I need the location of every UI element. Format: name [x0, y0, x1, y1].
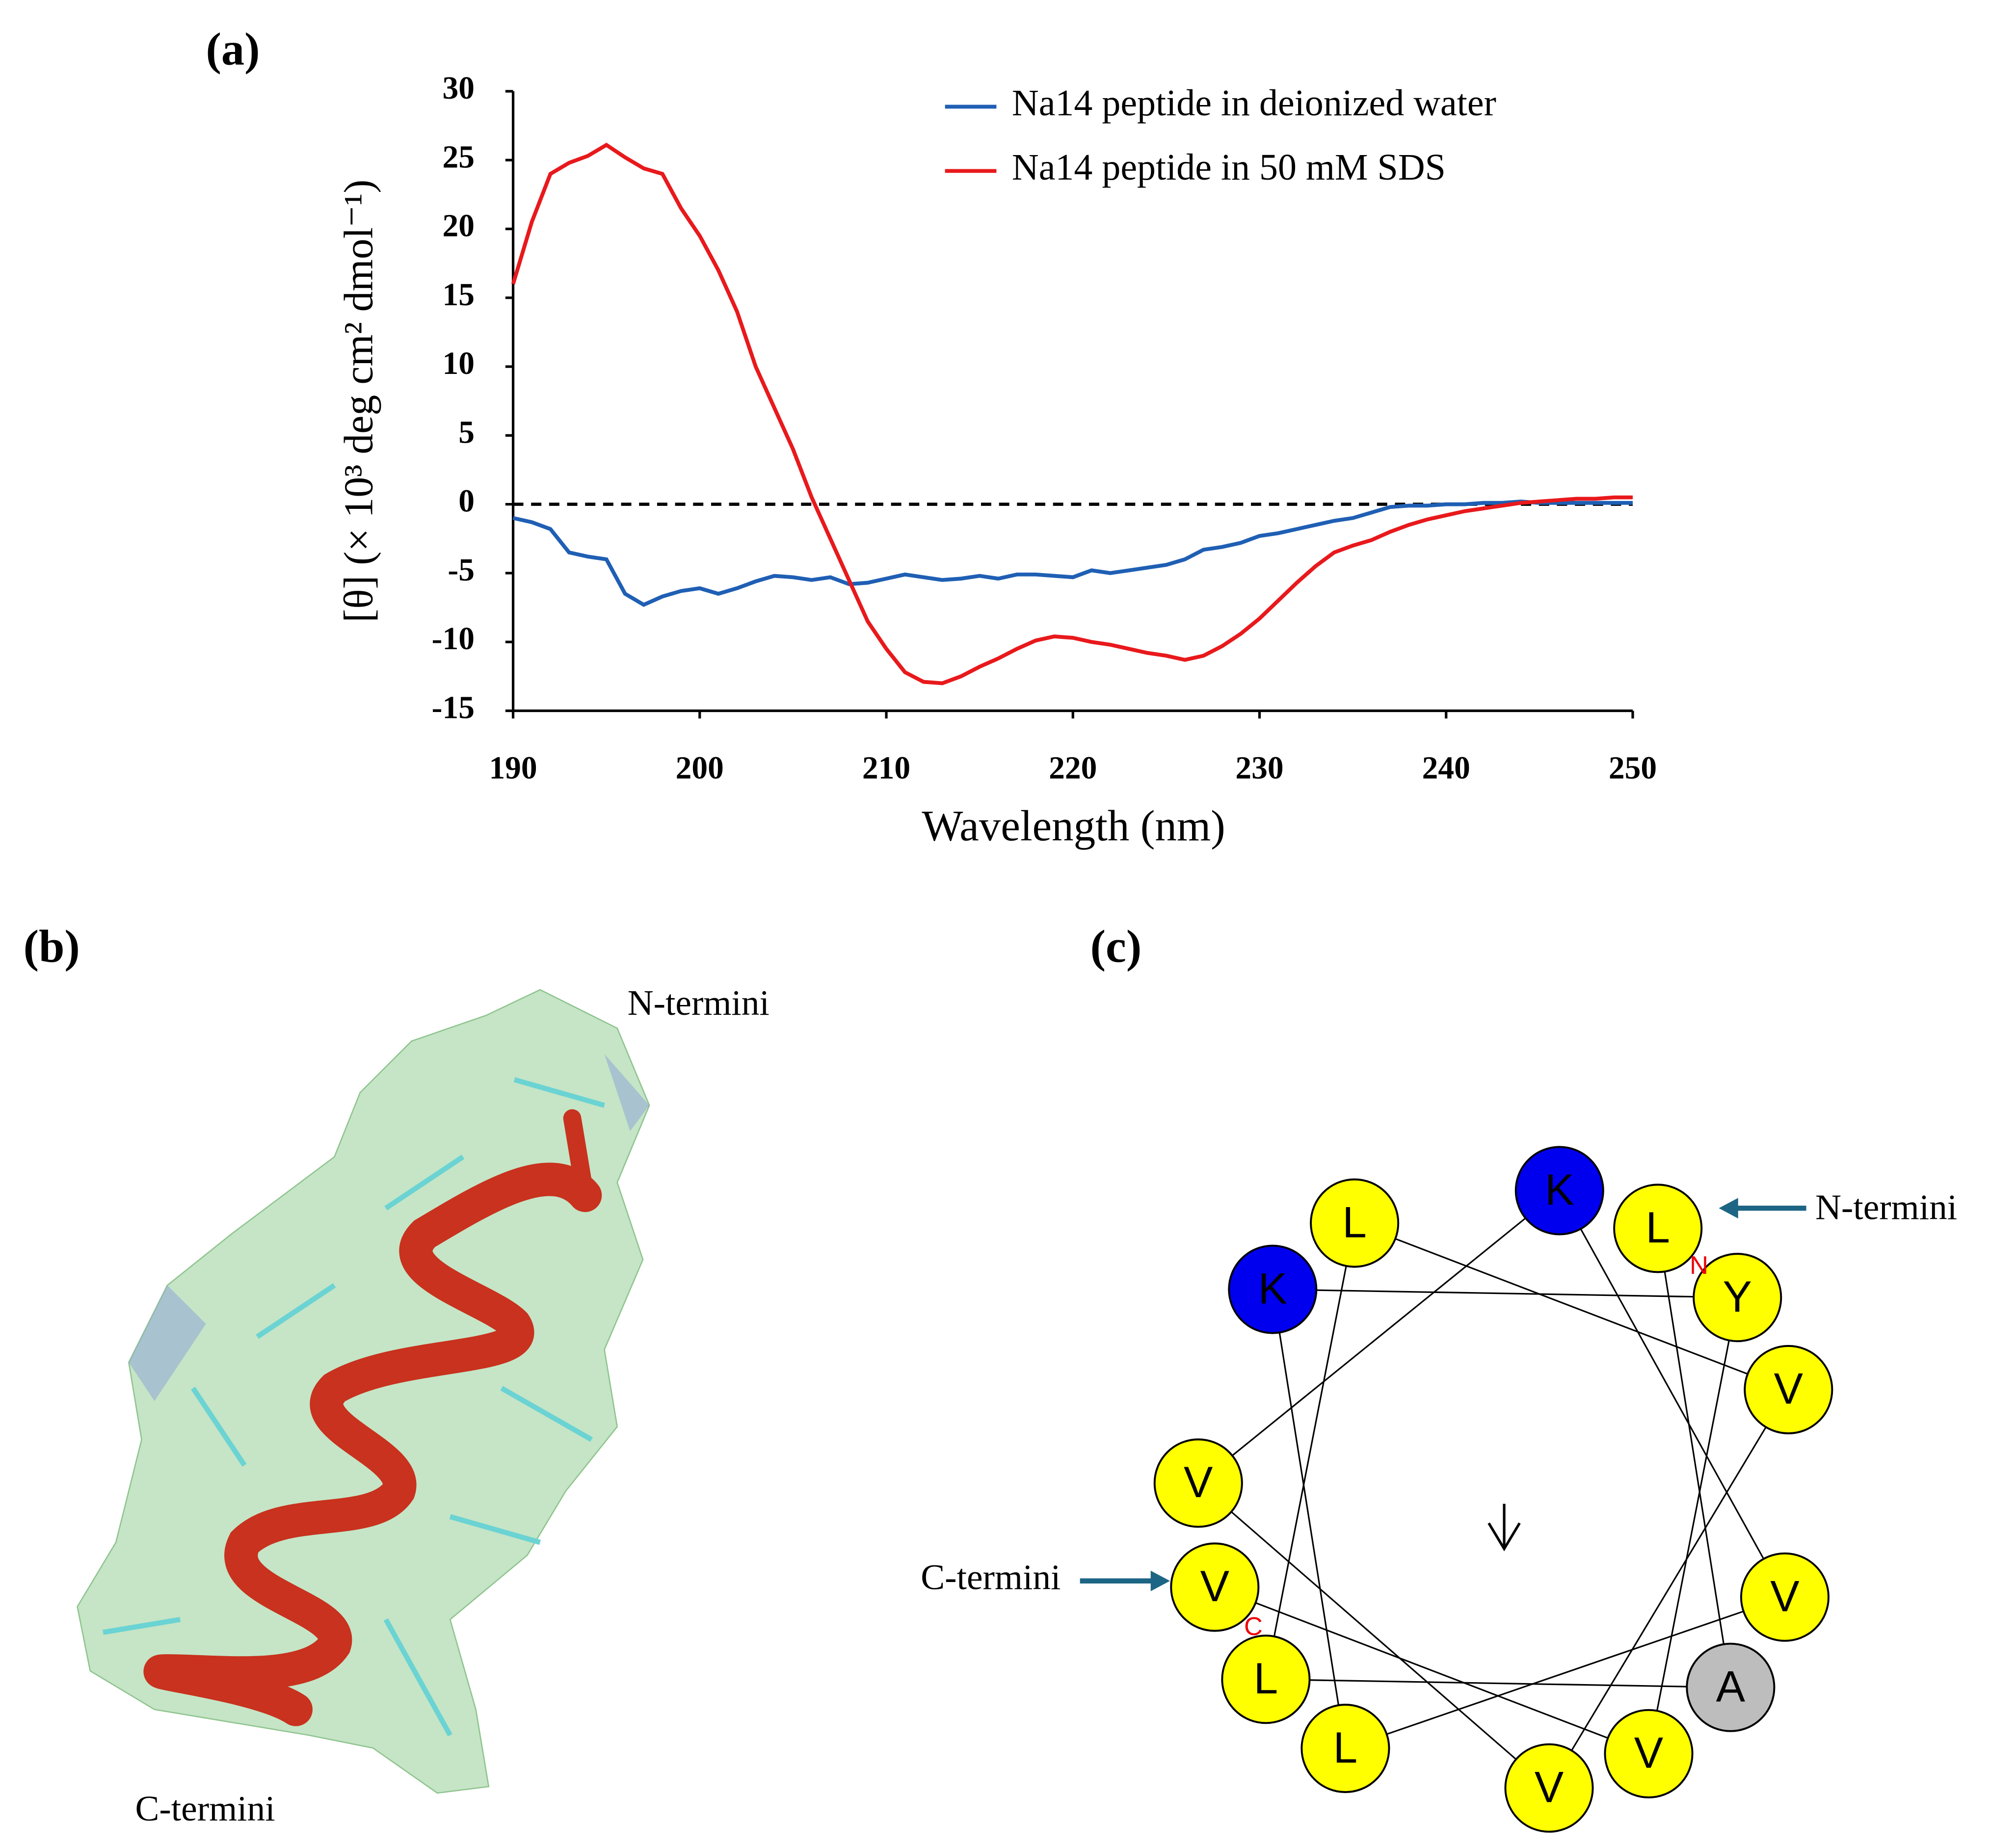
- residue-label: K: [1545, 1165, 1574, 1214]
- residue: [1744, 1345, 1833, 1434]
- residue: [1300, 1704, 1390, 1794]
- y-tick-label: 0: [458, 484, 475, 519]
- c-arrow-head: [1150, 1570, 1170, 1591]
- c-marker: C: [1244, 1612, 1263, 1641]
- y-tick-label: 5: [458, 415, 475, 450]
- residue: [1170, 1542, 1260, 1632]
- wheel-bond: [1214, 1586, 1649, 1755]
- y-tick-label: 15: [443, 277, 475, 313]
- x-tick-label: 250: [1609, 751, 1657, 786]
- residue: [1686, 1642, 1776, 1732]
- residue: [1504, 1743, 1594, 1833]
- residue-label: L: [1254, 1654, 1278, 1703]
- wheel-bond: [1272, 1289, 1347, 1749]
- structure-image: [77, 989, 650, 1794]
- x-tick-label: 230: [1235, 751, 1283, 786]
- residue-label: A: [1716, 1662, 1746, 1711]
- x-tick-label: 200: [676, 751, 724, 786]
- n-arrow-head: [1719, 1198, 1738, 1219]
- wheel-bond: [1354, 1222, 1789, 1391]
- residue: [1221, 1635, 1311, 1724]
- residue: [1153, 1438, 1243, 1528]
- residue: [1613, 1184, 1703, 1273]
- wheel-bond: [1265, 1223, 1355, 1680]
- wheel-bond: [1657, 1228, 1731, 1688]
- panel-label: (c): [1090, 921, 1142, 972]
- y-tick-label: 30: [443, 71, 475, 106]
- residue: [1693, 1253, 1782, 1343]
- y-tick-label: -10: [432, 621, 475, 657]
- residue-label: V: [1184, 1457, 1213, 1506]
- wheel-bond: [1647, 1297, 1738, 1754]
- residue-label: L: [1645, 1203, 1670, 1252]
- wheel-c-label: C-termini: [921, 1557, 1061, 1597]
- y-tick-label: 25: [443, 139, 475, 175]
- residue: [1228, 1244, 1318, 1334]
- c-termini-label: C-termini: [135, 1789, 275, 1828]
- x-tick-label: 210: [862, 751, 910, 786]
- n-termini-label: N-termini: [628, 983, 769, 1023]
- residue-label: V: [1535, 1763, 1564, 1812]
- y-axis-label: [θ] (× 10³ deg cm² dmol⁻¹): [336, 180, 381, 623]
- residue: [1514, 1146, 1604, 1236]
- moment-arrow: [1487, 1504, 1521, 1552]
- series-line: [511, 142, 1633, 686]
- wheel-bond: [1559, 1190, 1786, 1598]
- wheel-bond: [1266, 1678, 1731, 1689]
- residue: [1604, 1709, 1694, 1798]
- residue-label: V: [1200, 1561, 1229, 1610]
- y-tick-label: -5: [448, 553, 475, 588]
- y-tick-label: 20: [443, 209, 475, 244]
- x-tick-label: 220: [1049, 751, 1097, 786]
- series-line: [512, 500, 1633, 607]
- wheel-bond: [1548, 1389, 1789, 1789]
- legend-label: Na14 peptide in 50 mM SDS: [1012, 147, 1446, 188]
- wheel-bond: [1273, 1289, 1738, 1298]
- y-tick-label: -15: [432, 690, 475, 726]
- panel-label: (b): [24, 921, 80, 972]
- residue-label: V: [1770, 1572, 1799, 1621]
- x-tick-label: 190: [489, 751, 537, 786]
- panel-label: (a): [206, 24, 260, 75]
- residue-label: K: [1258, 1264, 1287, 1313]
- residue: [1310, 1178, 1400, 1268]
- legend-label: Na14 peptide in deionized water: [1012, 82, 1496, 124]
- wheel-bond: [1197, 1482, 1550, 1789]
- x-tick-label: 240: [1422, 751, 1470, 786]
- wheel-bond: [1197, 1190, 1560, 1484]
- residue: [1740, 1552, 1830, 1642]
- residue-label: V: [1774, 1364, 1803, 1413]
- residue-label: Y: [1723, 1272, 1752, 1321]
- n-marker: N: [1690, 1251, 1708, 1280]
- y-tick-label: 10: [443, 346, 475, 381]
- wheel-n-label: N-termini: [1815, 1187, 1957, 1227]
- residue-label: L: [1342, 1197, 1367, 1246]
- wheel-bond: [1345, 1596, 1785, 1749]
- residue-label: V: [1634, 1728, 1663, 1777]
- x-axis-label: Wavelength (nm): [922, 802, 1225, 850]
- residue-label: L: [1333, 1723, 1358, 1772]
